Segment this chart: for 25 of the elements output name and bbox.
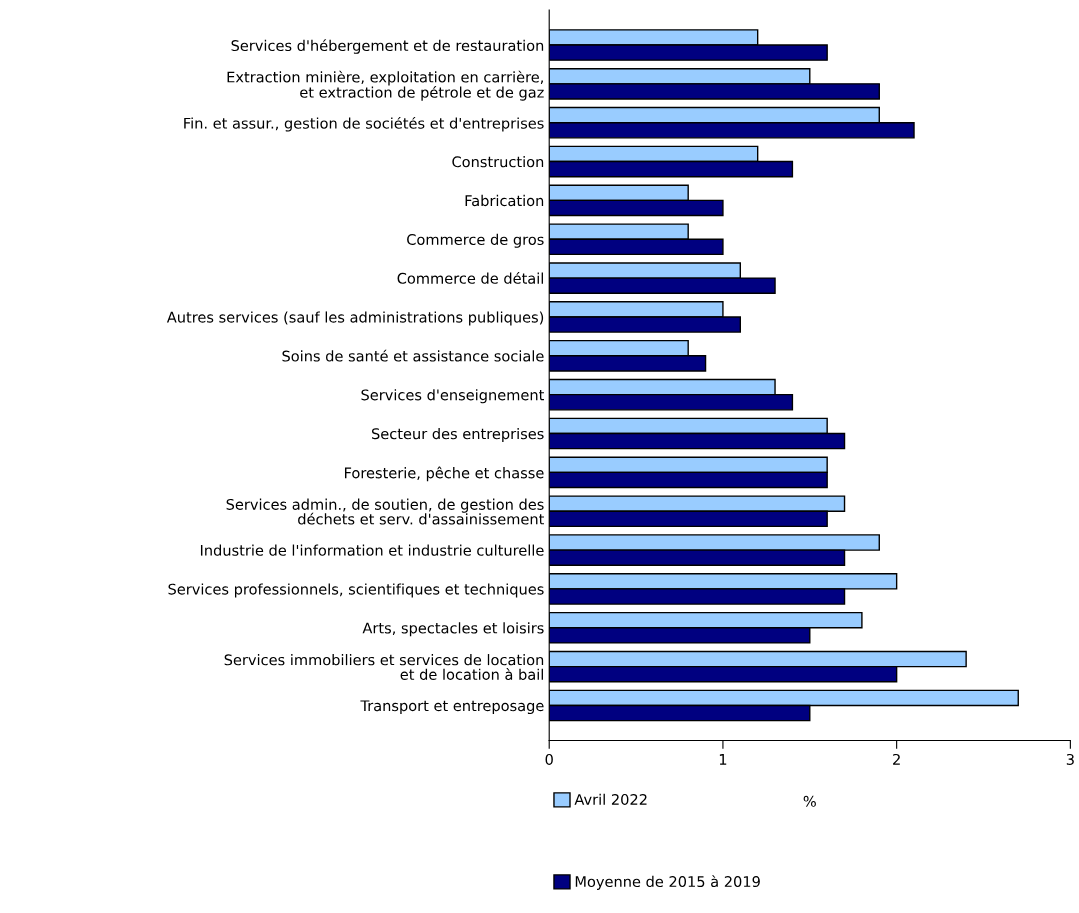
x-axis-title: % (803, 795, 816, 807)
y-tick-label: Commerce de détail (397, 271, 543, 284)
y-tick-label: Foresterie, pêche et chasse (344, 466, 544, 482)
y-tick-label: Autres services (sauf les administrations publiques) (166, 311, 544, 326)
y-tick-label: Fabrication (465, 194, 544, 207)
y-tick-label: Services immobiliers et services de location et de location à bail (224, 654, 544, 680)
y-tick-label: Services d'hébergement et de restauration (231, 39, 544, 54)
x-tick-label: 0 (545, 753, 553, 765)
y-tick-label: Construction (452, 156, 544, 168)
y-tick-label: Services professionnels, scientifiques et techniques (168, 583, 544, 598)
y-tick-label: Fin. et assur., gestion de sociétés et d'entreprises (184, 116, 544, 132)
y-tick-label: Services d'enseignement (361, 389, 544, 404)
y-tick-label: Secteur des entreprises (371, 427, 544, 443)
y-tick-label: Soins de santé et assistance sociale (282, 349, 544, 362)
x-tick-label: 1 (719, 754, 727, 765)
x-tick-label: 2 (893, 753, 900, 765)
y-tick-label: Commerce de gros (407, 233, 544, 248)
legend-label: Moyenne de 2015 à 2019 (575, 875, 760, 890)
legend-label: Avril 2022 (574, 793, 647, 806)
y-tick-label: Arts, spectacles et loisirs (362, 622, 544, 637)
y-tick-label: Transport et entreposage (360, 700, 544, 715)
y-tick-label: Industrie de l'information et industrie culturelle (200, 544, 544, 556)
x-tick-label: 3 (1066, 753, 1074, 765)
y-tick-label: Extraction minière, exploitation en carrière, et extraction de pétrole et de gaz (227, 70, 544, 101)
y-tick-label: Services admin., de soutien, de gestion des déchets et serv. d'assainissement (226, 498, 544, 525)
